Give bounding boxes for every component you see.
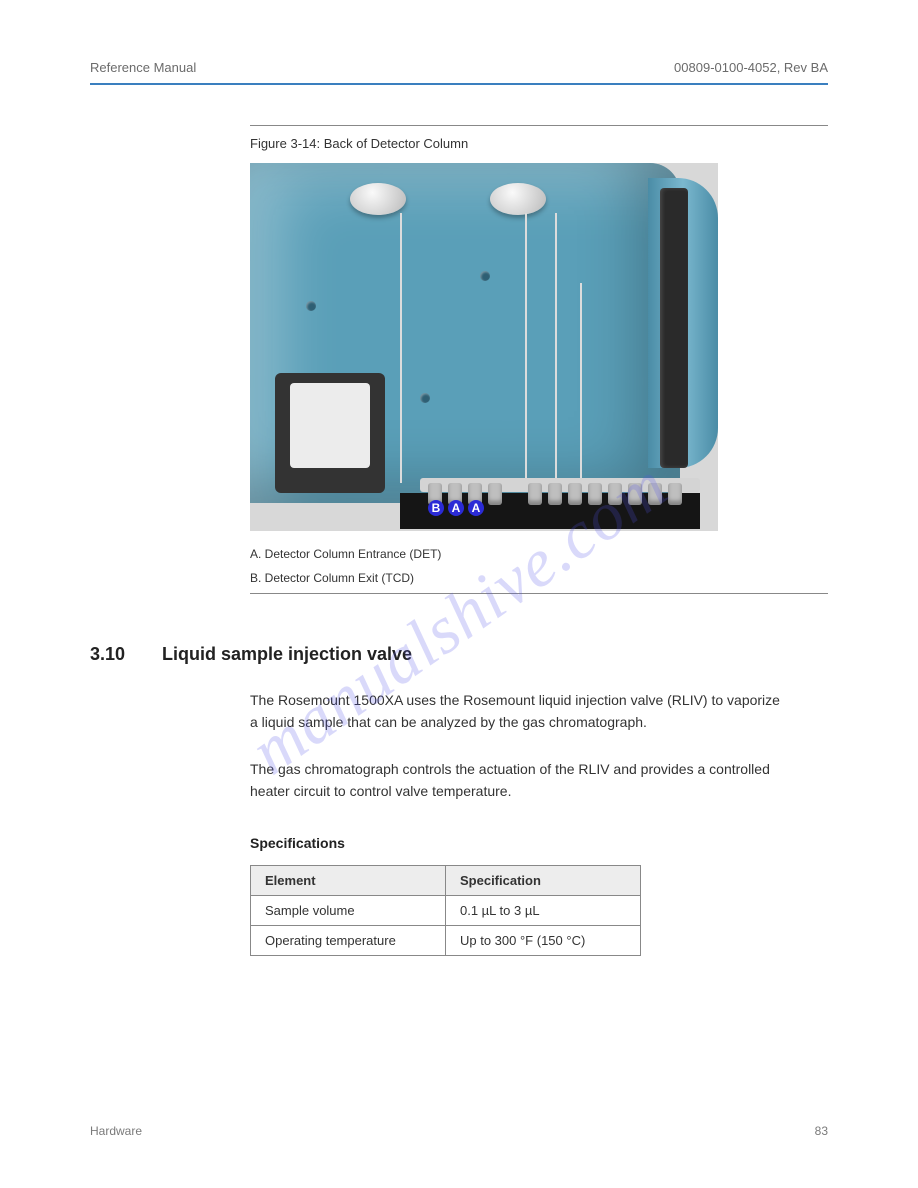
- callout-tag-a2: A: [468, 500, 484, 516]
- figure-legend-a: A. Detector Column Entrance (DET): [250, 545, 828, 563]
- bolt-icon: [420, 393, 430, 403]
- header-left: Reference Manual: [90, 60, 196, 75]
- port: [588, 483, 602, 505]
- table-cell: Up to 300 °F (150 °C): [446, 925, 641, 955]
- cutout-window: [290, 383, 370, 468]
- footer-left: Hardware: [90, 1124, 142, 1138]
- vertical-bracket: [660, 188, 688, 468]
- figure-rule-top: [250, 125, 828, 126]
- table-row: Sample volume 0.1 µL to 3 µL: [251, 895, 641, 925]
- pipe: [580, 283, 582, 483]
- pipe: [400, 213, 402, 483]
- table-cell: 0.1 µL to 3 µL: [446, 895, 641, 925]
- cap-right: [490, 183, 546, 215]
- callout-tag-b: B: [428, 500, 444, 516]
- figure-image: B A A: [250, 163, 718, 531]
- cap-left: [350, 183, 406, 215]
- port: [568, 483, 582, 505]
- port: [668, 483, 682, 505]
- section-heading: 3.10 Liquid sample injection valve: [90, 644, 828, 665]
- header-right: 00809-0100-4052, Rev BA: [674, 60, 828, 75]
- table-header-row: Element Specification: [251, 865, 641, 895]
- pipe: [555, 213, 557, 483]
- figure-caption: Figure 3-14: Back of Detector Column: [250, 136, 828, 151]
- bolt-icon: [480, 271, 490, 281]
- port: [648, 483, 662, 505]
- page-footer: Hardware 83: [90, 1124, 828, 1138]
- document-page: Reference Manual 00809-0100-4052, Rev BA…: [0, 0, 918, 1188]
- section-number: 3.10: [90, 644, 138, 665]
- table-header-spec: Specification: [446, 865, 641, 895]
- port: [488, 483, 502, 505]
- footer-right: 83: [815, 1124, 828, 1138]
- table-header-element: Element: [251, 865, 446, 895]
- port: [548, 483, 562, 505]
- spec-table: Element Specification Sample volume 0.1 …: [250, 865, 641, 956]
- paragraph-1: The Rosemount 1500XA uses the Rosemount …: [250, 689, 790, 734]
- paragraph-2: The gas chromatograph controls the actua…: [250, 758, 790, 803]
- callout-tag-a: A: [448, 500, 464, 516]
- spec-subheading: Specifications: [250, 835, 828, 851]
- port: [528, 483, 542, 505]
- bolt-icon: [306, 301, 316, 311]
- figure-legend-b: B. Detector Column Exit (TCD): [250, 569, 828, 587]
- section-title: Liquid sample injection valve: [162, 644, 412, 665]
- table-cell: Sample volume: [251, 895, 446, 925]
- table-cell: Operating temperature: [251, 925, 446, 955]
- table-row: Operating temperature Up to 300 °F (150 …: [251, 925, 641, 955]
- pipe: [525, 213, 527, 483]
- figure-block: Figure 3-14: Back of Detector Column: [250, 125, 828, 594]
- port: [628, 483, 642, 505]
- page-header: Reference Manual 00809-0100-4052, Rev BA: [90, 60, 828, 85]
- port: [608, 483, 622, 505]
- figure-rule-bottom: [250, 593, 828, 594]
